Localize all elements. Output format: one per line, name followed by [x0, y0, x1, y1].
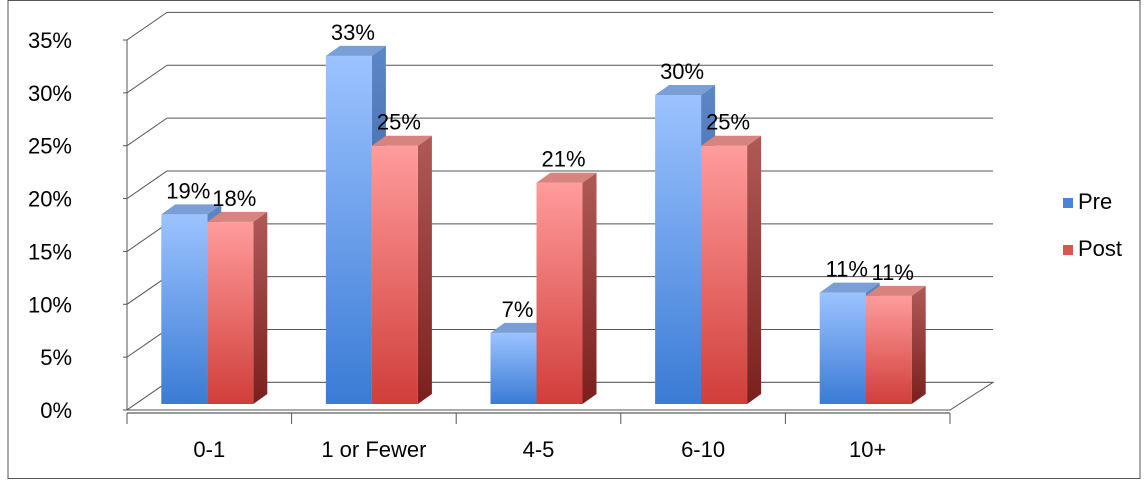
- bar-post: [701, 145, 748, 404]
- data-label: 25%: [377, 110, 421, 135]
- wall-gridline-diagonal: [126, 117, 168, 147]
- legend-label-pre: Pre: [1078, 189, 1112, 214]
- y-tick-label: 15%: [28, 239, 72, 264]
- bar-pre: [490, 332, 537, 404]
- bar-post-side: [417, 135, 432, 404]
- bar-pre-top: [325, 45, 386, 56]
- bar-pre-top: [161, 204, 222, 215]
- bar-post-top: [536, 172, 597, 183]
- y-tick-label: 25%: [28, 134, 72, 159]
- bar-post-side: [911, 285, 926, 404]
- data-label: 7%: [502, 297, 534, 322]
- bar-pre: [819, 292, 866, 404]
- wall-gridline-diagonal: [126, 11, 168, 41]
- bar-post-top: [371, 135, 432, 146]
- data-label: 11%: [825, 257, 867, 282]
- wall-gridline-diagonal: [126, 276, 168, 305]
- y-tick-label: 10%: [28, 292, 72, 317]
- bar-pre-top: [819, 282, 880, 293]
- x-tick-label: 6-10: [681, 437, 725, 462]
- bar-pre: [161, 214, 208, 404]
- data-label: 18%: [212, 186, 256, 211]
- bar-pre: [325, 55, 372, 404]
- bar-post-side: [582, 172, 597, 404]
- bar-post: [865, 295, 912, 404]
- legend-swatch-pre: [1063, 198, 1073, 208]
- wall-gridline-diagonal: [126, 329, 168, 358]
- bar-post-side: [253, 211, 268, 404]
- data-label: 33%: [331, 20, 375, 45]
- bar-post: [536, 182, 583, 404]
- data-label: 21%: [541, 147, 585, 172]
- y-tick-label: 30%: [28, 81, 72, 106]
- data-label: 11%: [871, 260, 913, 285]
- wall-gridline-diagonal: [126, 223, 168, 252]
- x-tick-label: 4-5: [523, 437, 555, 462]
- bar-post-top: [865, 285, 926, 296]
- legend-swatch-post: [1063, 245, 1073, 255]
- bar-pre: [655, 94, 702, 404]
- x-tick-label: 10+: [849, 437, 886, 462]
- bar-pre-top: [655, 84, 716, 95]
- bar-post-side: [747, 135, 762, 404]
- y-tick-label: 35%: [28, 28, 72, 53]
- bar-post: [371, 145, 418, 404]
- data-label: 30%: [660, 59, 704, 84]
- bar-post: [207, 221, 254, 404]
- y-tick-label: 5%: [40, 345, 72, 370]
- legend-label-post: Post: [1078, 236, 1122, 261]
- x-tick-label: 1 or Fewer: [321, 437, 426, 462]
- wall-gridline-diagonal: [126, 64, 168, 94]
- bar-pre-top: [490, 322, 551, 333]
- wall-gridline-diagonal: [126, 170, 168, 199]
- y-tick-label: 0%: [40, 398, 72, 423]
- chart-border: [7, 0, 1141, 479]
- data-label: 25%: [706, 110, 750, 135]
- y-tick-label: 20%: [28, 187, 72, 212]
- data-label: 19%: [166, 178, 210, 203]
- x-tick-label: 0-1: [193, 437, 225, 462]
- bar-post-top: [701, 135, 762, 146]
- bar-post-top: [207, 211, 268, 222]
